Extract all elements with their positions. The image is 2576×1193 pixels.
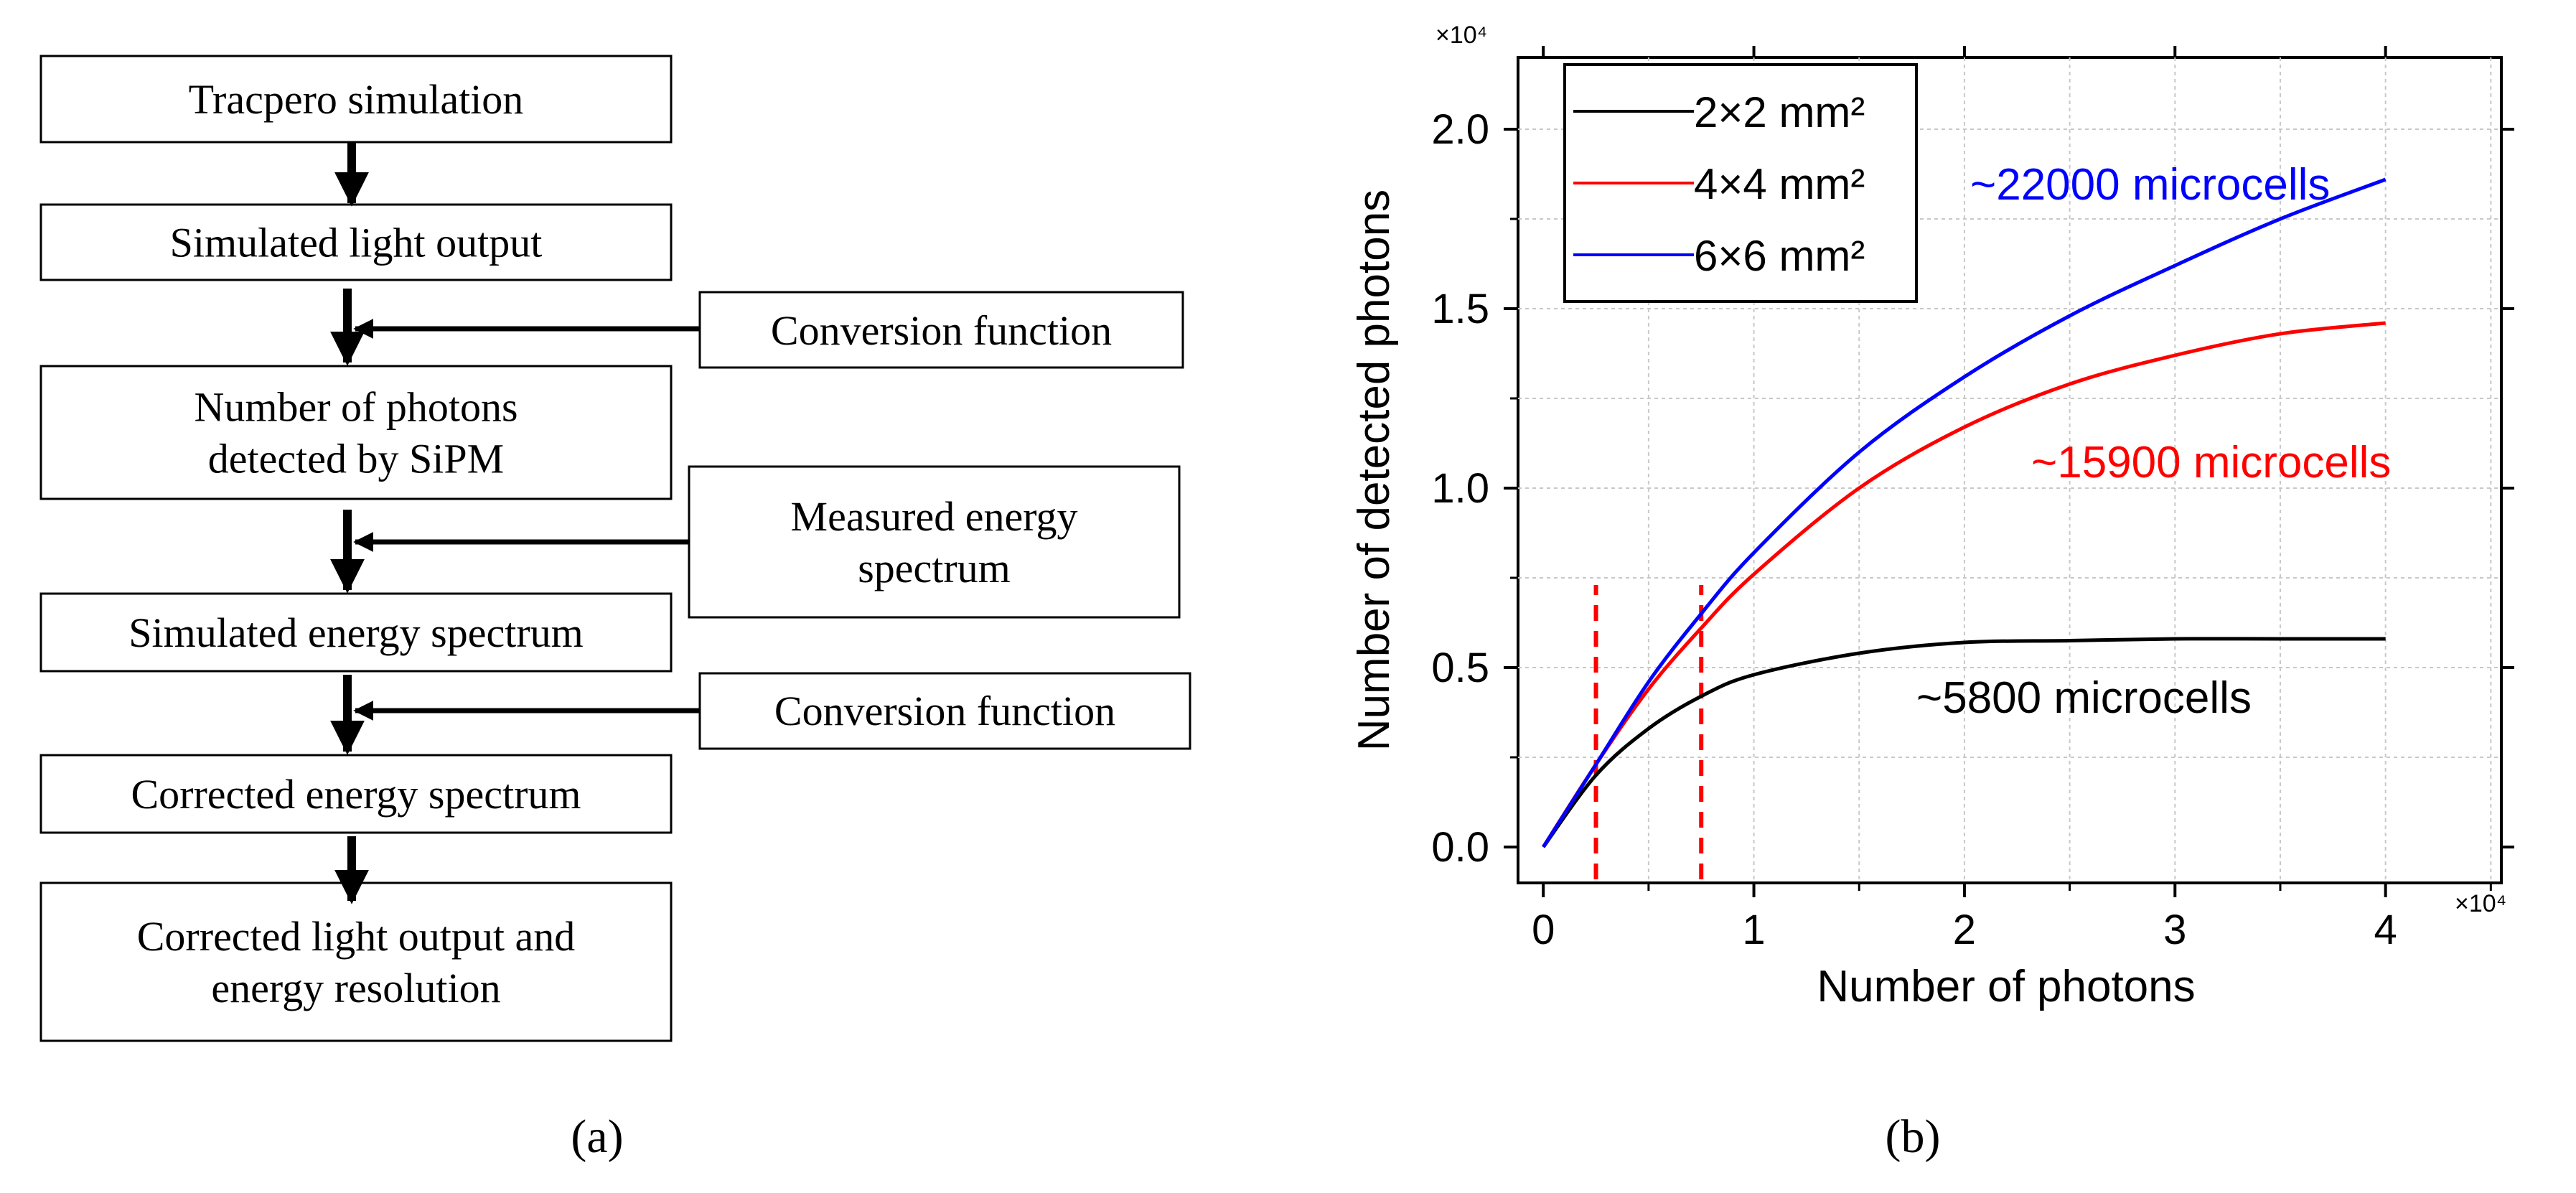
y-tick-label: 2.0 <box>1431 106 1489 153</box>
side-box-label: Measured energy <box>791 493 1078 540</box>
legend-label: 6×6 mm² <box>1694 232 1865 280</box>
y-tick-label: 0.0 <box>1431 824 1489 871</box>
flow-box: Tracpero simulation <box>39 55 673 144</box>
side-box: Conversion function <box>698 291 1184 369</box>
flow-box-label: Simulated energy spectrum <box>128 609 584 656</box>
side-box-label: spectrum <box>858 545 1011 591</box>
legend-label: 4×4 mm² <box>1694 160 1865 208</box>
reference-lines <box>1593 585 1704 879</box>
x-tick-label: 4 <box>2374 907 2397 953</box>
series-line-2 <box>1542 177 2387 848</box>
x-tick-label: 2 <box>1953 907 1976 953</box>
series-line-0 <box>1542 637 2386 848</box>
x-tick-label: 1 <box>1742 907 1765 953</box>
curve-annotation: ~15900 microcells <box>2031 438 2391 487</box>
flow-box-label: Corrected light output and <box>137 913 575 960</box>
legend-label: 2×2 mm² <box>1694 88 1865 136</box>
side-box-label: Conversion function <box>771 307 1112 354</box>
flow-box-label: detected by SiPM <box>208 436 504 482</box>
series-group <box>1542 177 2387 848</box>
flowchart: Tracpero simulation Simulated light outpu… <box>39 55 1191 1042</box>
curve-annotation: ~22000 microcells <box>1970 160 2330 210</box>
y-tick-label: 1.5 <box>1431 286 1489 332</box>
x-tick-label: 0 <box>1532 907 1555 953</box>
y-multiplier: ×10⁴ <box>1435 22 1487 49</box>
flow-box-label: Number of photons <box>194 384 517 431</box>
flow-box: Simulated light output <box>39 203 673 281</box>
flow-box: Corrected light output and energy resolut… <box>39 881 673 1042</box>
plot-frame <box>1517 56 2503 884</box>
curve-annotation: ~5800 microcells <box>1916 673 2252 723</box>
flow-box-label: Tracpero simulation <box>189 76 524 123</box>
flow-box: Corrected energy spectrum <box>39 754 673 834</box>
annotations: ~22000 microcells ~15900 microcells ~5800 … <box>1916 160 2391 723</box>
series-line-1 <box>1542 321 2386 848</box>
legend: 2×2 mm² 4×4 mm² 6×6 mm² <box>1563 63 1918 303</box>
axis-ticks: 0 1 2 3 4 0.0 0.5 1.0 1.5 2.0 <box>1431 46 2514 953</box>
flow-box-label: Corrected energy spectrum <box>131 771 581 818</box>
y-tick-label: 0.5 <box>1431 645 1489 691</box>
flow-box: Simulated energy spectrum <box>39 592 673 673</box>
side-box: Conversion function <box>698 672 1191 750</box>
panel-label-a: (a) <box>571 1110 623 1163</box>
x-multiplier: ×10⁴ <box>2455 890 2506 917</box>
x-tick-label: 3 <box>2163 907 2186 953</box>
side-box: Measured energy spectrum <box>688 465 1181 619</box>
flow-box: Number of photons detected by SiPM <box>39 365 673 500</box>
line-chart: 0 1 2 3 4 0.0 0.5 1.0 1.5 2.0 2×2 mm² 4×4 mm² 6×6 m… <box>1349 22 2514 1011</box>
y-tick-label: 1.0 <box>1431 465 1489 512</box>
flow-box-label: energy resolution <box>211 965 500 1011</box>
flow-box-label: Simulated light output <box>170 220 543 266</box>
y-axis-title: Number of detected photons <box>1349 190 1399 751</box>
panel-label-b: (b) <box>1886 1110 1941 1163</box>
x-axis-title: Number of photons <box>1817 962 2195 1011</box>
side-box-label: Conversion function <box>774 688 1115 734</box>
